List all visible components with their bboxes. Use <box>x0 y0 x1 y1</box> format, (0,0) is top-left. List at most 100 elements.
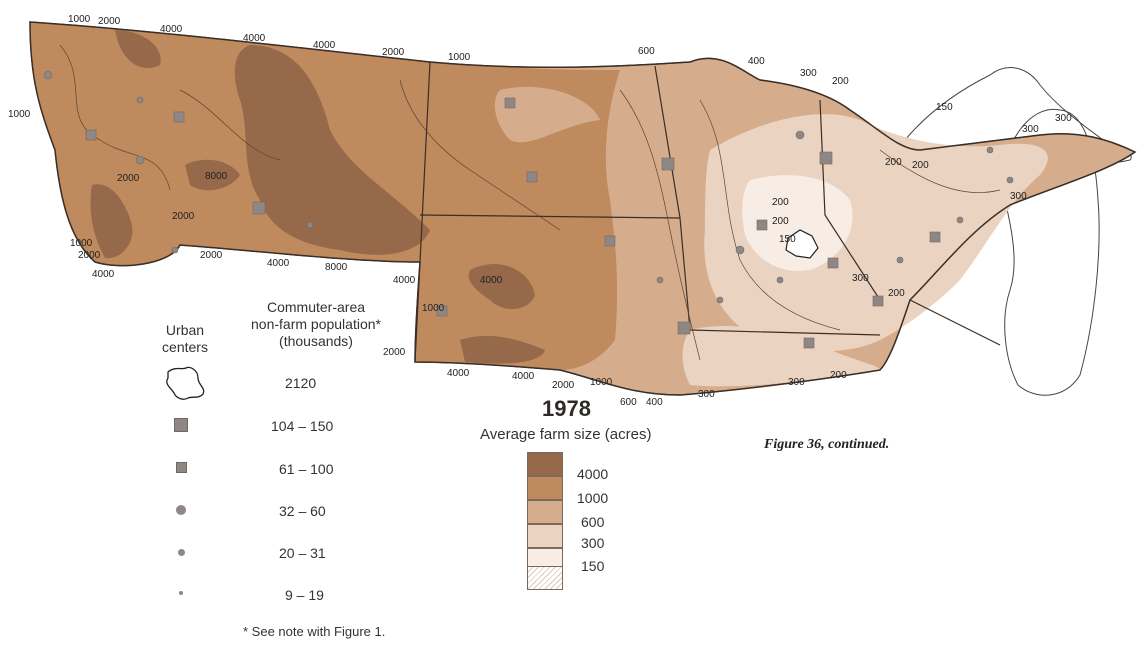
region-4000-8000 <box>185 159 240 191</box>
urban-dot <box>896 256 904 264</box>
legend-small-dot-symbol <box>179 591 183 595</box>
contour-label: 1000 <box>68 14 91 25</box>
contour-label: 2000 <box>117 173 140 184</box>
contour-label: 8000 <box>325 262 348 273</box>
legend-farm-label: 300 <box>581 535 605 551</box>
contour-label: 4000 <box>92 269 115 280</box>
legend-swatch-hatched <box>527 566 563 590</box>
urban-square <box>929 231 941 243</box>
figure-subtitle: Average farm size (acres) <box>480 426 652 443</box>
urban-square <box>252 201 266 215</box>
urban-square <box>827 257 839 269</box>
contour-label: 2000 <box>78 250 101 261</box>
contour-label: 300 <box>852 273 869 284</box>
contour-label: 300 <box>1010 191 1027 202</box>
contour-label: 2000 <box>383 347 406 358</box>
urban-dot <box>956 216 964 224</box>
region-4000-nw <box>115 30 161 69</box>
urban-square <box>872 295 884 307</box>
urban-dot <box>306 221 314 229</box>
urban-square <box>436 305 448 317</box>
urban-square <box>604 235 616 247</box>
contour-label: 2000 <box>552 380 575 391</box>
contour-label: 4000 <box>243 33 266 44</box>
region-600-dakota <box>494 86 600 143</box>
contour-label: 2000 <box>98 16 121 27</box>
legend-medium-dot-symbol <box>178 549 185 556</box>
contour-label: 8000 <box>205 171 228 182</box>
footnote: * See note with Figure 1. <box>243 624 386 639</box>
legend-population-header: Commuter-area non-farm population* (thou… <box>251 299 381 349</box>
urban-dot <box>795 130 805 140</box>
legend-urban-centers-header: Urban centers <box>162 322 208 355</box>
contour-label: 200 <box>830 370 847 381</box>
state-borders <box>414 61 1001 363</box>
contour-lines <box>59 44 1001 361</box>
urban-symbols <box>43 70 1014 349</box>
urban-dot <box>136 96 144 104</box>
legend-range: 2120 <box>285 375 317 391</box>
legend-swatch-1000 <box>527 476 563 500</box>
urban-dot <box>986 146 994 154</box>
study-area-boundary <box>29 21 1137 396</box>
urban-dot <box>656 276 664 284</box>
contour-label: 2000 <box>382 47 405 58</box>
urban-outline-msp <box>785 229 819 259</box>
contour-label: 200 <box>772 197 789 208</box>
figure-year: 1978 <box>542 396 591 421</box>
legend-swatch-4000 <box>527 452 563 476</box>
contour-label: 4000 <box>480 275 503 286</box>
urban-dot <box>135 155 145 165</box>
legend-farm-label: 1000 <box>577 490 609 506</box>
legend-swatch-600 <box>527 500 563 524</box>
urban-dot <box>735 245 745 255</box>
contour-label: 400 <box>748 56 765 67</box>
contour-label: 150 <box>936 102 953 113</box>
contour-label: 200 <box>912 160 929 171</box>
urban-square <box>819 151 833 165</box>
contour-label: 200 <box>832 76 849 87</box>
urban-square <box>85 129 97 141</box>
contour-label: 300 <box>788 377 805 388</box>
legend-range: 61 – 100 <box>279 461 334 477</box>
legend-range: 104 – 150 <box>271 418 334 434</box>
region-150 <box>742 175 853 271</box>
legend-farm-label: 150 <box>581 558 605 574</box>
contour-label: 150 <box>779 234 796 245</box>
legend-medium-square-symbol <box>176 462 187 473</box>
urban-square <box>756 219 768 231</box>
contour-label: 300 <box>1022 124 1039 135</box>
region-300-south <box>682 325 880 387</box>
urban-square <box>677 321 691 335</box>
urban-square <box>803 337 815 349</box>
urban-square <box>173 111 185 123</box>
legend-range: 20 – 31 <box>279 545 326 561</box>
contour-label: 4000 <box>447 368 470 379</box>
contour-label: 4000 <box>267 258 290 269</box>
urban-dot <box>171 246 179 254</box>
legend-large-dot-symbol <box>176 505 186 515</box>
contour-label: 1000 <box>70 238 93 249</box>
urban-square <box>504 97 516 109</box>
legend-farm-label: 600 <box>581 514 605 530</box>
contour-label: 1000 <box>448 52 471 63</box>
contour-label: 400 <box>646 397 663 408</box>
legend-range: 9 – 19 <box>285 587 324 603</box>
urban-square <box>526 171 538 183</box>
urban-dot <box>1006 176 1014 184</box>
figure-caption: Figure 36, continued. <box>764 437 890 452</box>
contour-label: 200 <box>888 288 905 299</box>
contour-label: 600 <box>638 46 655 57</box>
legend-large-square-symbol <box>174 418 188 432</box>
region-4000-sd <box>468 264 535 310</box>
legend-swatch-300 <box>527 524 563 548</box>
contour-label: 1000 <box>422 303 445 314</box>
legend-urban-outline-symbol <box>166 366 205 400</box>
contour-label: 4000 <box>160 24 183 35</box>
legend-farm-label: 4000 <box>577 466 609 482</box>
legend-range: 32 – 60 <box>279 503 326 519</box>
urban-dot <box>43 70 53 80</box>
contour-label: 200 <box>885 157 902 168</box>
region-4000-sw <box>90 184 133 259</box>
